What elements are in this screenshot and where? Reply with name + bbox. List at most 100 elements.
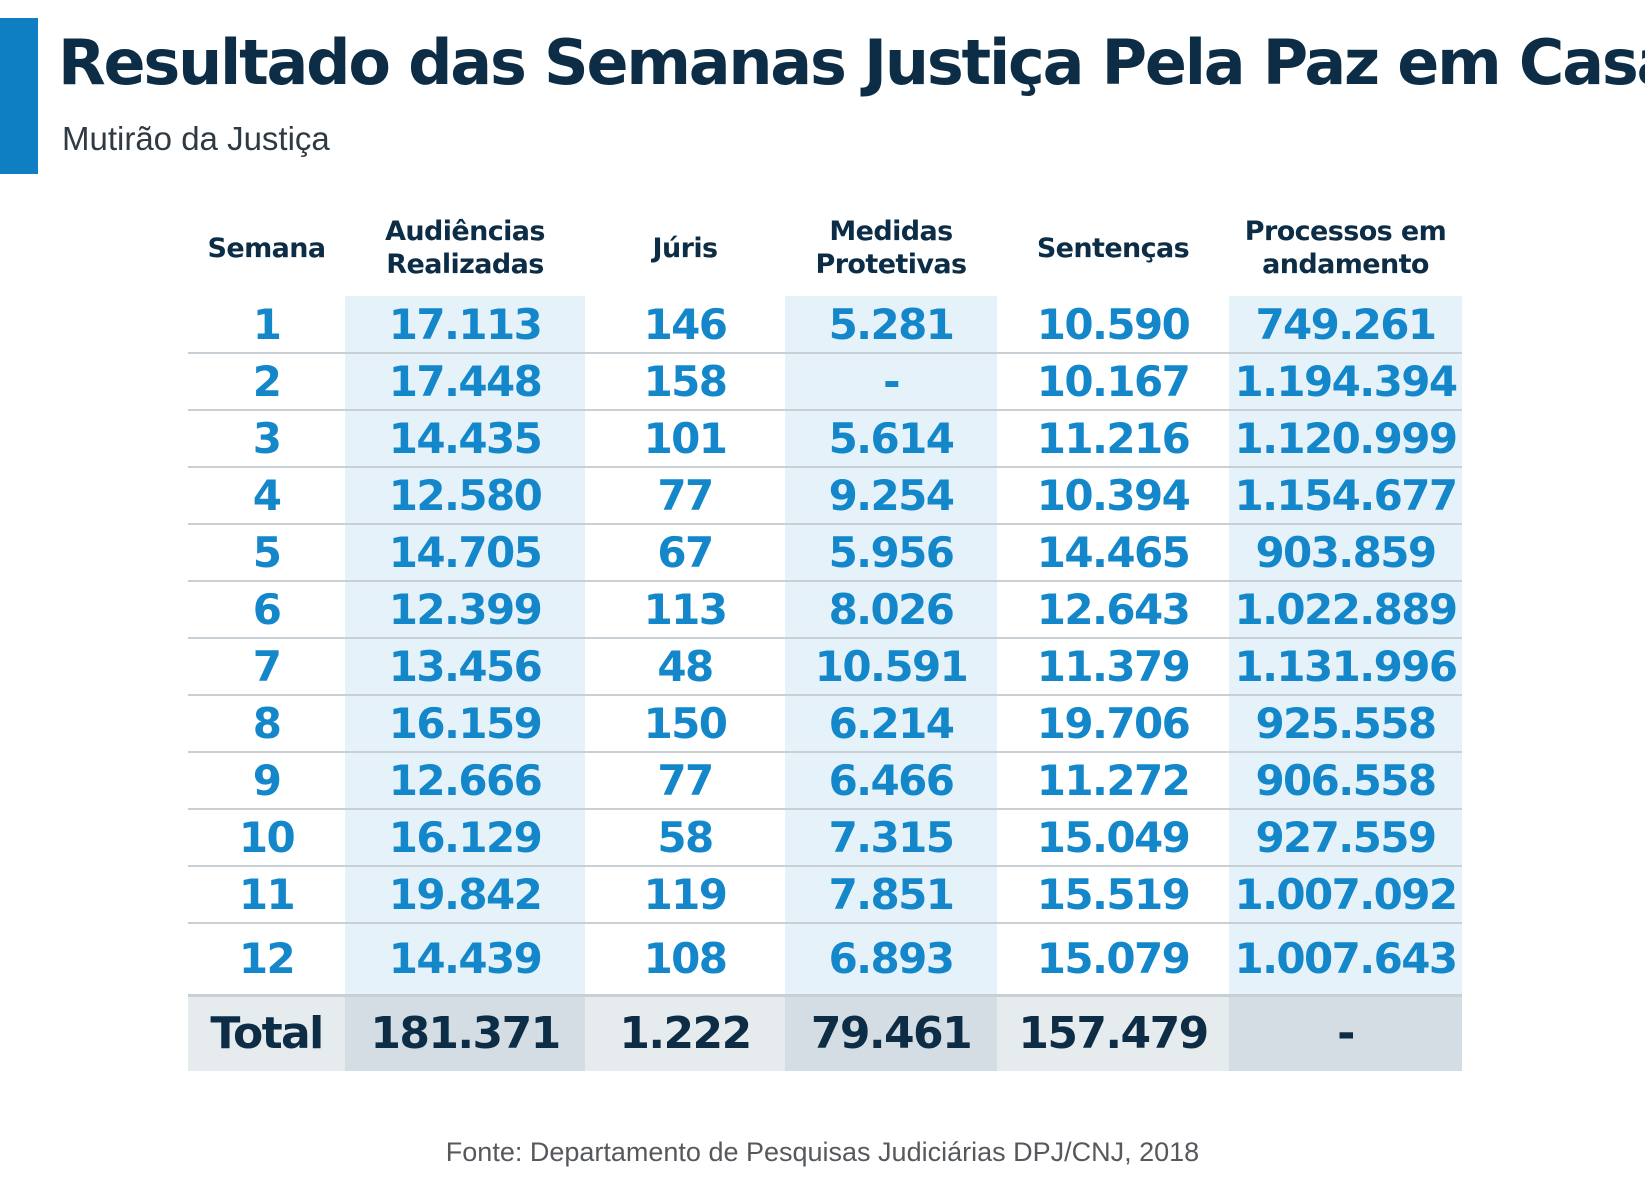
processos-cell: 927.559 <box>1229 809 1462 867</box>
medidas-cell: 10.591 <box>785 638 997 696</box>
semana-cell: 2 <box>188 353 345 411</box>
processos-cell: 1.007.643 <box>1229 923 1462 997</box>
medidas-cell: 8.026 <box>785 581 997 639</box>
sentencas-cell: 10.590 <box>997 296 1229 354</box>
results-table-container: Semana Audiências Realizadas Júris Medid… <box>188 200 1462 1071</box>
medidas-cell: 6.893 <box>785 923 997 997</box>
processos-cell: 906.558 <box>1229 752 1462 810</box>
semana-cell: 12 <box>188 923 345 997</box>
processos-cell: 1.022.889 <box>1229 581 1462 639</box>
chart-subtitle: Mutirão da Justiça <box>62 120 330 157</box>
juris-cell: 158 <box>585 353 785 411</box>
audiencias-cell: 12.580 <box>345 467 585 525</box>
table-row: 5 14.705 67 5.956 14.465 903.859 <box>188 524 1462 582</box>
processos-cell: 749.261 <box>1229 296 1462 354</box>
column-header-sentencas: Sentenças <box>997 200 1229 296</box>
column-header-processos: Processos em andamento <box>1229 200 1462 296</box>
total-sentencas: 157.479 <box>997 995 1229 1071</box>
total-juris: 1.222 <box>585 995 785 1071</box>
processos-cell: 903.859 <box>1229 524 1462 582</box>
medidas-cell: 9.254 <box>785 467 997 525</box>
audiencias-cell: 13.456 <box>345 638 585 696</box>
processos-cell: 1.131.996 <box>1229 638 1462 696</box>
sentencas-cell: 11.216 <box>997 410 1229 468</box>
processos-cell: 1.120.999 <box>1229 410 1462 468</box>
column-header-juris: Júris <box>585 200 785 296</box>
audiencias-cell: 17.448 <box>345 353 585 411</box>
audiencias-cell: 16.129 <box>345 809 585 867</box>
sentencas-cell: 11.379 <box>997 638 1229 696</box>
audiencias-cell: 16.159 <box>345 695 585 753</box>
table-body: 1 17.113 146 5.281 10.590 749.261 2 17.448 158-1… <box>188 296 1462 997</box>
semana-cell: 7 <box>188 638 345 696</box>
column-header-medidas: Medidas Protetivas <box>785 200 997 296</box>
processos-cell: 1.194.394 <box>1229 353 1462 411</box>
processos-cell: 1.154.677 <box>1229 467 1462 525</box>
audiencias-cell: 12.399 <box>345 581 585 639</box>
semana-cell: 11 <box>188 866 345 924</box>
sentencas-cell: 15.519 <box>997 866 1229 924</box>
table-row: 11 19.842 119 7.851 15.519 1.007.092 <box>188 866 1462 924</box>
table-row: 7 13.456 48 10.591 11.379 1.131.996 <box>188 638 1462 696</box>
sentencas-cell: 10.394 <box>997 467 1229 525</box>
juris-cell: 150 <box>585 695 785 753</box>
total-label: Total <box>188 995 345 1071</box>
medidas-cell: 7.851 <box>785 866 997 924</box>
total-processos: - <box>1229 995 1462 1071</box>
sentencas-cell: 15.049 <box>997 809 1229 867</box>
juris-cell: 108 <box>585 923 785 997</box>
sentencas-cell: 10.167 <box>997 353 1229 411</box>
sentencas-cell: 15.079 <box>997 923 1229 997</box>
audiencias-cell: 17.113 <box>345 296 585 354</box>
sentencas-cell: 19.706 <box>997 695 1229 753</box>
results-table: Semana Audiências Realizadas Júris Medid… <box>188 200 1462 1071</box>
audiencias-cell: 19.842 <box>345 866 585 924</box>
audiencias-cell: 12.666 <box>345 752 585 810</box>
column-header-audiencias: Audiências Realizadas <box>345 200 585 296</box>
juris-cell: 101 <box>585 410 785 468</box>
semana-cell: 8 <box>188 695 345 753</box>
table-row: 10 16.129 58 7.315 15.049 927.559 <box>188 809 1462 867</box>
juris-cell: 146 <box>585 296 785 354</box>
accent-bar <box>0 18 38 174</box>
audiencias-cell: 14.705 <box>345 524 585 582</box>
medidas-cell: 6.214 <box>785 695 997 753</box>
table-row: 2 17.448 158-10.167 1.194.394 <box>188 353 1462 411</box>
processos-cell: 925.558 <box>1229 695 1462 753</box>
juris-cell: 67 <box>585 524 785 582</box>
semana-cell: 1 <box>188 296 345 354</box>
table-row: 3 14.435 101 5.614 11.216 1.120.999 <box>188 410 1462 468</box>
juris-cell: 48 <box>585 638 785 696</box>
table-header: Semana Audiências Realizadas Júris Medid… <box>188 200 1462 296</box>
table-row: 4 12.580 77 9.254 10.394 1.154.677 <box>188 467 1462 525</box>
medidas-cell: 7.315 <box>785 809 997 867</box>
table-row: 1 17.113 146 5.281 10.590 749.261 <box>188 296 1462 354</box>
medidas-cell: 6.466 <box>785 752 997 810</box>
header-row: Semana Audiências Realizadas Júris Medid… <box>188 200 1462 296</box>
medidas-cell: 5.281 <box>785 296 997 354</box>
sentencas-cell: 12.643 <box>997 581 1229 639</box>
juris-cell: 113 <box>585 581 785 639</box>
semana-cell: 3 <box>188 410 345 468</box>
sentencas-cell: 11.272 <box>997 752 1229 810</box>
sentencas-cell: 14.465 <box>997 524 1229 582</box>
semana-cell: 4 <box>188 467 345 525</box>
table-footer: Total 181.371 1.222 79.461 157.479 - <box>188 995 1462 1071</box>
total-medidas: 79.461 <box>785 995 997 1071</box>
table-row: 9 12.666 77 6.466 11.272 906.558 <box>188 752 1462 810</box>
semana-cell: 5 <box>188 524 345 582</box>
audiencias-cell: 14.435 <box>345 410 585 468</box>
juris-cell: 77 <box>585 752 785 810</box>
source-note: Fonte: Departamento de Pesquisas Judiciá… <box>445 1137 1200 1167</box>
juris-cell: 58 <box>585 809 785 867</box>
medidas-cell: 5.956 <box>785 524 997 582</box>
total-audiencias: 181.371 <box>345 995 585 1071</box>
audiencias-cell: 14.439 <box>345 923 585 997</box>
semana-cell: 10 <box>188 809 345 867</box>
table-row: 6 12.399 113 8.026 12.643 1.022.889 <box>188 581 1462 639</box>
juris-cell: 119 <box>585 866 785 924</box>
table-row: 8 16.159 150 6.214 19.706 925.558 <box>188 695 1462 753</box>
semana-cell: 9 <box>188 752 345 810</box>
column-header-semana: Semana <box>188 200 345 296</box>
semana-cell: 6 <box>188 581 345 639</box>
